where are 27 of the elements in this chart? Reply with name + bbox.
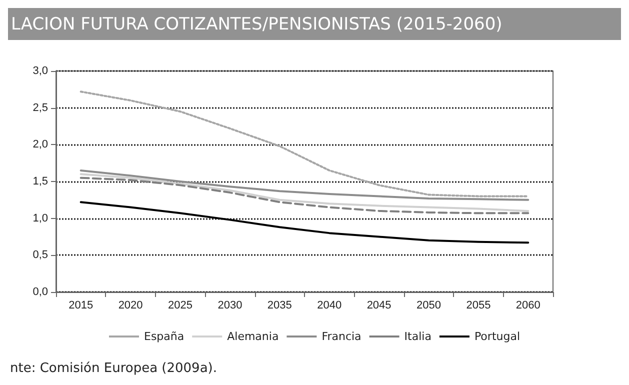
y-tick-label: 0,0	[32, 286, 48, 298]
legend-label: Alemania	[227, 330, 279, 343]
line-series	[80, 169, 530, 201]
y-tick-label: 3,0	[32, 65, 48, 77]
x-tick-label: 2015	[68, 300, 94, 312]
y-tick-label: 0,5	[32, 249, 48, 262]
y-tick-label: 2,5	[32, 102, 48, 114]
chart-title: LACION FUTURA COTIZANTES/PENSIONISTAS (2015-2060)	[11, 14, 502, 34]
x-tick-label: 2040	[317, 300, 342, 312]
legend-label: España	[144, 330, 184, 343]
legend-label: Italia	[404, 330, 432, 343]
legend-label: Portugal	[474, 330, 520, 343]
x-tick-label: 2035	[267, 300, 292, 312]
line-series	[80, 90, 530, 198]
x-tick-label: 2045	[366, 300, 392, 312]
legend-label: Francia	[322, 330, 362, 343]
x-tick-label: 2060	[516, 300, 540, 312]
line-series	[80, 201, 530, 244]
y-tick-label: 1,0	[32, 212, 48, 224]
text: nte: Comisión Europea (2009a).	[10, 361, 218, 376]
y-tick-label: 2,0	[32, 138, 48, 151]
x-tick-label: 2055	[466, 300, 491, 312]
x-tick-label: 2020	[118, 300, 143, 312]
x-tick-label: 2025	[168, 300, 192, 312]
y-tick-label: 1,5	[32, 176, 48, 188]
x-tick-label: 2050	[416, 300, 441, 312]
x-tick-label: 2030	[218, 300, 242, 312]
